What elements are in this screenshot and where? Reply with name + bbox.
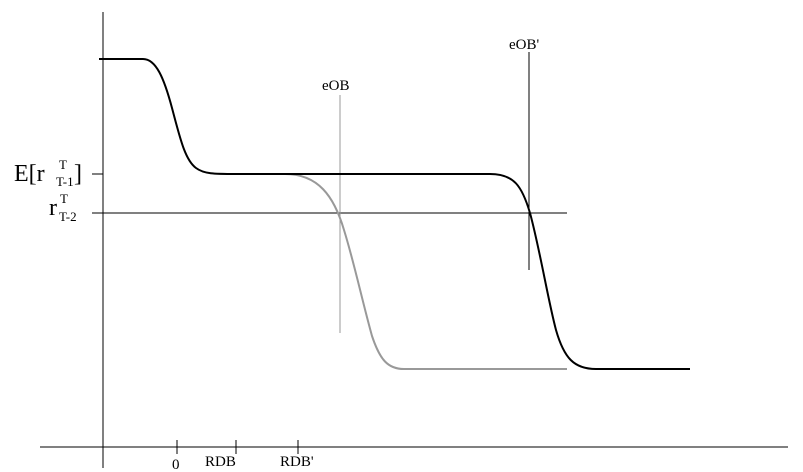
expected-rate-sub: T-1: [56, 174, 74, 189]
tick-label-rdb: RDB: [205, 454, 236, 470]
expected-rate-suffix: ]: [74, 161, 82, 187]
primary-curve: [99, 58, 690, 370]
tick-label-rdb-prime: RDB': [280, 454, 314, 470]
eob-label: eOB: [322, 78, 350, 94]
rate-label-sub: T-2: [59, 209, 77, 224]
shifted-curve: [240, 173, 567, 370]
eob-prime-label: eOB': [509, 37, 539, 53]
expected-rate-label: E[r: [14, 161, 45, 187]
tick-label-zero: 0: [172, 457, 180, 472]
rate-label-sup: T: [60, 191, 68, 206]
rate-label-base: r: [49, 195, 57, 221]
expected-rate-sup: T: [59, 157, 67, 172]
expected-rate-prefix: E[r: [14, 161, 45, 187]
